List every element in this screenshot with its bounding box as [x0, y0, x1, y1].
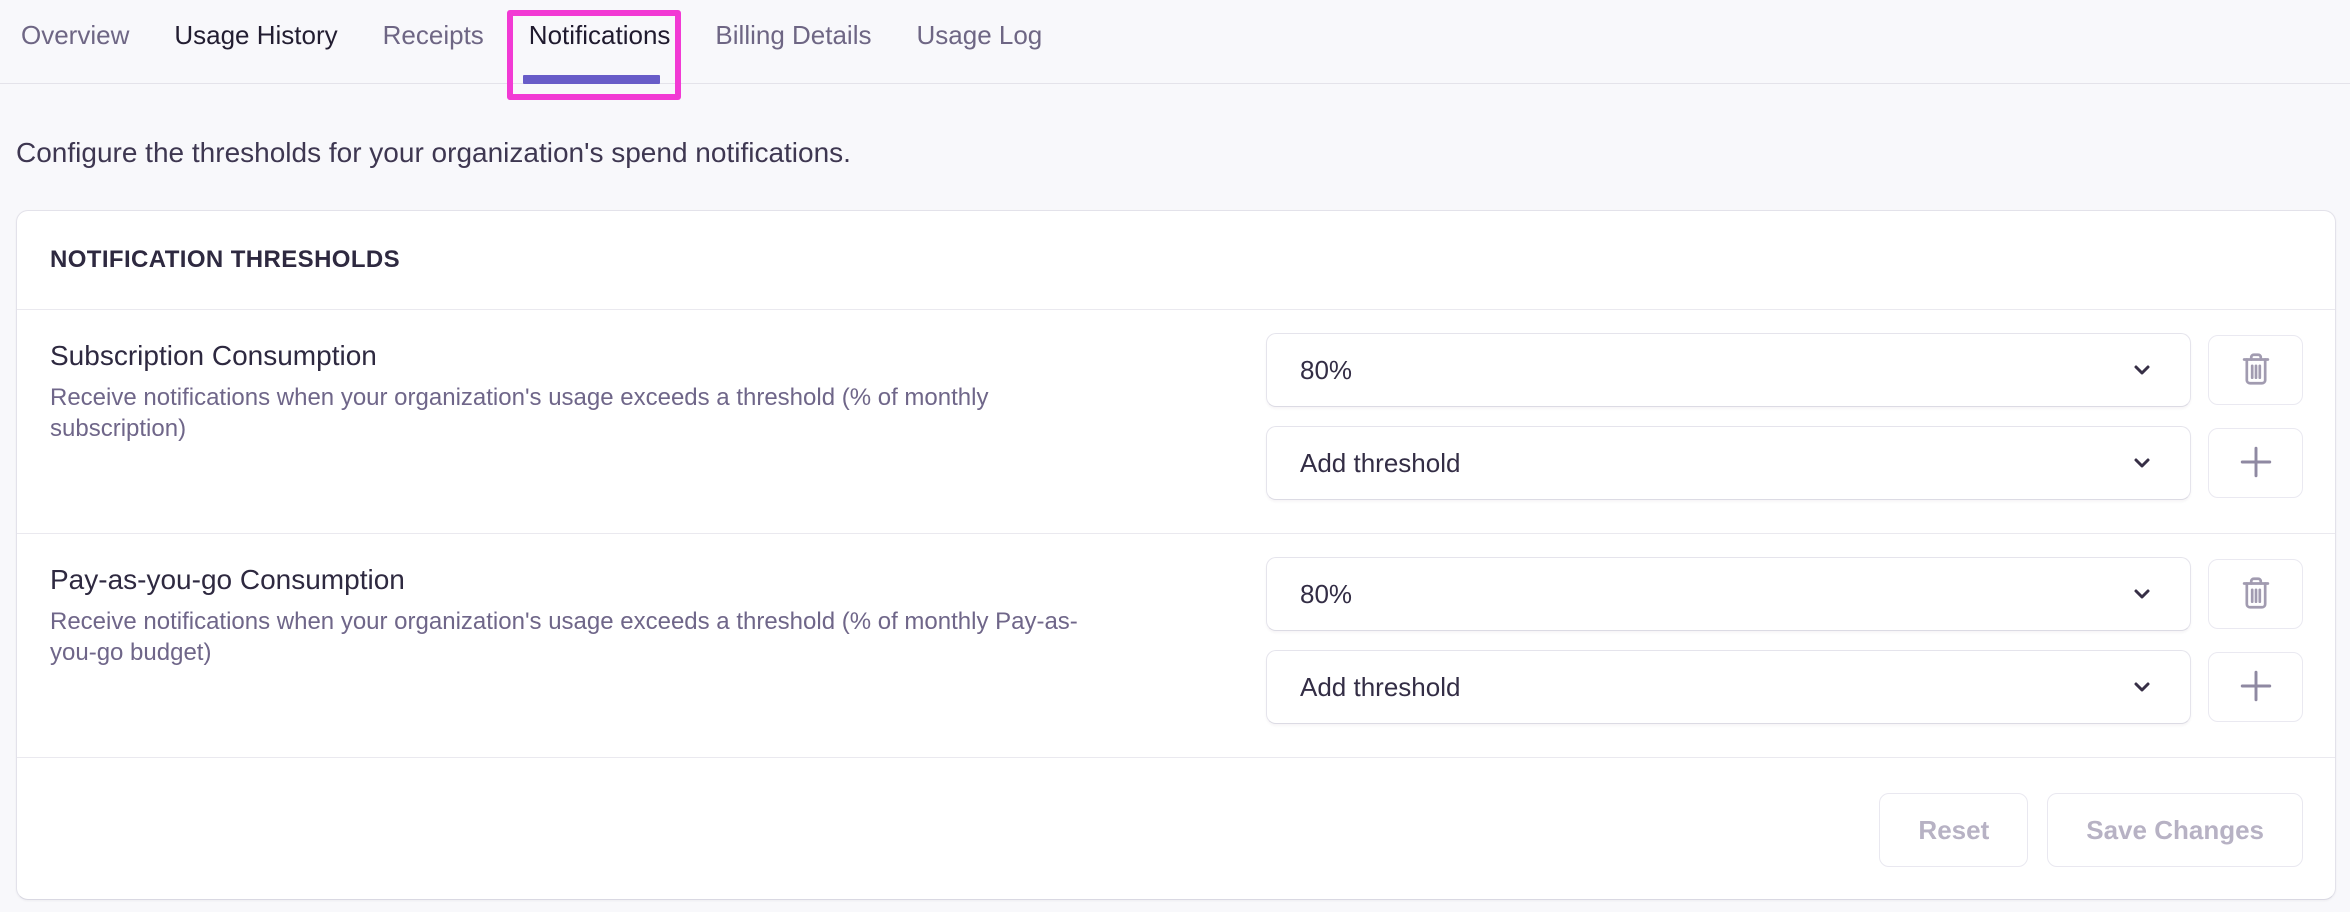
control-line: 80% — [1266, 333, 2303, 407]
notification-thresholds-card: NOTIFICATION THRESHOLDS Subscription Con… — [16, 210, 2336, 900]
threshold-row-subscription: Subscription Consumption Receive notific… — [17, 310, 2335, 534]
add-threshold-button[interactable] — [2208, 652, 2303, 722]
chevron-down-icon — [2130, 582, 2154, 606]
add-threshold-placeholder: Add threshold — [1300, 671, 1461, 702]
tab-overview[interactable]: Overview — [21, 20, 130, 50]
row-title: Pay-as-you-go Consumption — [50, 564, 405, 595]
save-changes-button[interactable]: Save Changes — [2047, 793, 2303, 867]
tab-notifications-label: Notifications — [528, 20, 671, 50]
row-description: Receive notifications when your organiza… — [50, 384, 989, 442]
control-line: 80% — [1266, 557, 2303, 631]
tab-usage-log[interactable]: Usage Log — [916, 20, 1043, 50]
plus-icon — [2234, 664, 2278, 711]
card-header: NOTIFICATION THRESHOLDS — [17, 211, 2335, 310]
chevron-down-icon — [2130, 358, 2154, 382]
row-controls: 80% — [1266, 557, 2303, 724]
trash-icon — [2237, 350, 2275, 391]
threshold-select[interactable]: 80% — [1266, 557, 2191, 631]
row-controls: 80% — [1266, 333, 2303, 500]
row-info: Subscription Consumption Receive notific… — [50, 333, 1080, 500]
control-line: Add threshold — [1266, 650, 2303, 724]
threshold-row-payg: Pay-as-you-go Consumption Receive notifi… — [17, 534, 2335, 758]
row-info: Pay-as-you-go Consumption Receive notifi… — [50, 557, 1080, 724]
plus-icon — [2234, 440, 2278, 487]
tab-notifications[interactable]: Notifications — [506, 10, 682, 100]
delete-threshold-button[interactable] — [2208, 559, 2303, 629]
row-title: Subscription Consumption — [50, 340, 377, 371]
add-threshold-select[interactable]: Add threshold — [1266, 426, 2191, 500]
control-line: Add threshold — [1266, 426, 2303, 500]
page-description: Configure the thresholds for your organi… — [16, 137, 851, 168]
add-threshold-select[interactable]: Add threshold — [1266, 650, 2191, 724]
active-tab-underline — [522, 75, 661, 84]
threshold-select-value: 80% — [1300, 578, 1353, 609]
row-description: Receive notifications when your organiza… — [50, 608, 1078, 666]
tab-bar: Overview Usage History Receipts Notifica… — [0, 0, 2350, 100]
add-threshold-button[interactable] — [2208, 428, 2303, 498]
threshold-select-value: 80% — [1300, 354, 1353, 385]
chevron-down-icon — [2130, 675, 2154, 699]
threshold-select[interactable]: 80% — [1266, 333, 2191, 407]
card-footer: Reset Save Changes — [17, 758, 2335, 899]
trash-icon — [2237, 574, 2275, 615]
reset-button[interactable]: Reset — [1879, 793, 2029, 867]
chevron-down-icon — [2130, 451, 2154, 475]
tab-billing-details[interactable]: Billing Details — [715, 20, 872, 50]
delete-threshold-button[interactable] — [2208, 335, 2303, 405]
add-threshold-placeholder: Add threshold — [1300, 447, 1461, 478]
tab-receipts[interactable]: Receipts — [382, 20, 484, 50]
tab-usage-history[interactable]: Usage History — [174, 20, 338, 50]
